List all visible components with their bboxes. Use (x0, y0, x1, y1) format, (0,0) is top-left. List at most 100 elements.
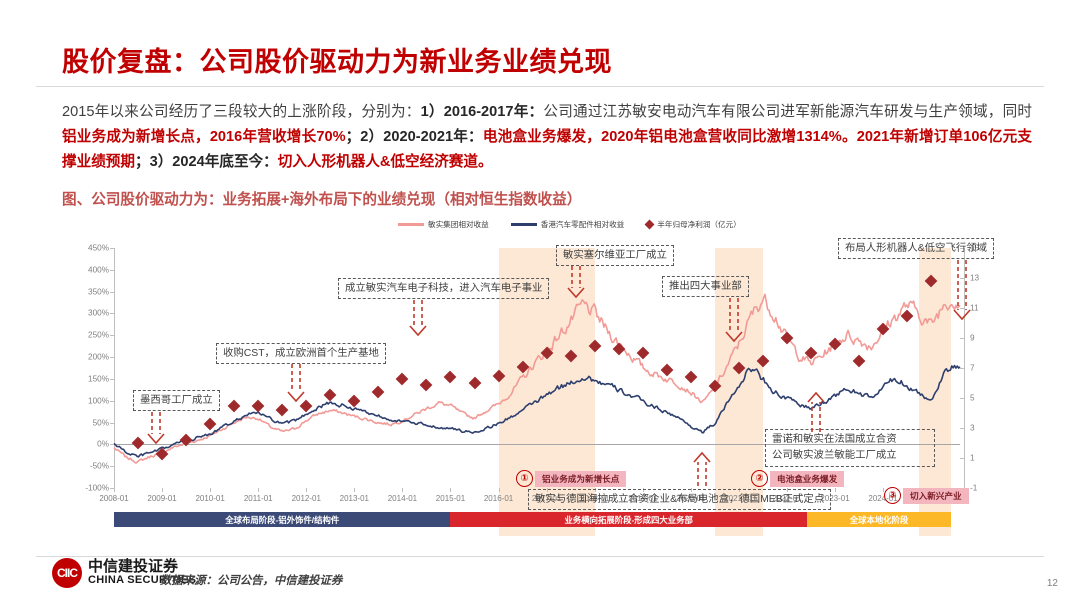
chart-legend: 敏实集团相对收益 香港汽车零配件相对收益 半年归母净利润（亿元） (398, 219, 741, 230)
x-axis-tick (738, 488, 740, 492)
x-axis-tick (498, 488, 500, 492)
series-line-1 (114, 366, 960, 457)
y-axis-right-label: -1 (970, 483, 978, 493)
y-axis-left-label: 350% (88, 287, 109, 297)
x-axis-tick (835, 488, 837, 492)
y-axis-right-tick (960, 248, 964, 249)
summary-stage1-label: 1）2016-2017年： (420, 104, 544, 120)
note-serbia: 敏实塞尔维亚工厂成立 (556, 245, 674, 266)
legend-item-0: 敏实集团相对收益 (398, 219, 489, 230)
logo-name-cn: 中信建投证券 (88, 558, 179, 575)
summary-stage3-label: ；3）2024年底至今： (134, 154, 278, 170)
summary-stage2-label: ；2）2020-2021年： (345, 129, 483, 145)
y-axis-left-label: 200% (88, 352, 109, 362)
phase-bar-group: 全球布局阶段-铝外饰件/结构件 业务横向拓展阶段-形成四大业务部 全球本地化阶段 (114, 512, 960, 527)
y-axis-right-tick (960, 278, 964, 279)
x-axis-label: 2023-01 (820, 494, 850, 503)
y-axis-left-tick (110, 313, 114, 315)
chart-caption: 图、公司股价驱动力为：业务拓展+海外布局下的业绩兑现（相对恒生指数收益） (62, 192, 582, 208)
note-mexico: 墨西哥工厂成立 (133, 390, 220, 411)
x-axis-tick (162, 488, 164, 492)
x-axis-label: 2010-01 (195, 494, 225, 503)
y-axis-right-tick (960, 398, 964, 399)
x-axis-label: 2024-01 (868, 494, 898, 503)
x-axis-label: 2017-01 (531, 494, 562, 503)
marker-circle-2: ② (751, 470, 768, 487)
x-axis-label: 2021-01 (724, 494, 754, 503)
y-axis-right-label: 13 (970, 273, 980, 283)
y-axis-right-label: 9 (970, 333, 975, 343)
y-axis-left-label: 250% (88, 330, 109, 340)
legend-label: 敏实集团相对收益 (428, 220, 489, 229)
note-electronics: 成立敏实汽车电子科技，进入汽车电子事业 (338, 278, 550, 299)
x-axis-tick (402, 488, 404, 492)
logo-name-en: CHINA SECURITIES (88, 574, 197, 586)
x-axis-label: 2016-01 (483, 494, 514, 503)
y-axis-left-label: 0% (97, 439, 109, 449)
ciic-logo-icon: CIIC (52, 558, 82, 588)
y-axis-left-tick (110, 269, 114, 271)
y-axis-left-tick (110, 335, 114, 337)
x-axis-label: 2015-01 (435, 494, 466, 503)
legend-line-icon (398, 223, 424, 226)
legend-label: 香港汽车零配件相对收益 (540, 220, 625, 229)
y-axis-left-label: -100% (85, 483, 109, 493)
x-axis-label: 2020-01 (676, 494, 706, 503)
footer-divider (36, 556, 1044, 557)
page-title: 股价复盘：公司股价驱动力为新业务业绩兑现 (62, 47, 612, 77)
phase-bar-1: 业务横向拓展阶段-形成四大业务部 (450, 512, 807, 527)
x-axis-label: 2008-01 (99, 494, 129, 503)
y-axis-left (114, 248, 115, 488)
x-axis-tick (594, 488, 596, 492)
x-axis-label: 2014-01 (387, 494, 418, 503)
y-axis-left-tick (110, 248, 114, 249)
legend-diamond-icon (644, 219, 655, 230)
y-axis-left-label: 50% (92, 418, 109, 428)
note-hella: 敏实与德国海拉成立合资企业&布局电池盒，德国MEB正式定点 (528, 489, 832, 510)
summary-paragraph: 2015年以来公司经历了三段较大的上涨阶段，分别为：1）2016-2017年：公… (62, 100, 1032, 175)
note-four-divisions: 推出四大事业部 (662, 276, 749, 297)
marker-circle-1: ① (516, 470, 533, 487)
badge-battery-box: 电池盒业务爆发 (770, 471, 845, 487)
summary-intro: 2015年以来公司经历了三段较大的上涨阶段，分别为： (62, 104, 421, 120)
x-axis-tick (546, 488, 548, 492)
phase-bar-0: 全球布局阶段-铝外饰件/结构件 (114, 512, 451, 527)
y-axis-left-tick (110, 444, 114, 446)
y-axis-right-label: 15 (970, 243, 980, 253)
x-axis-label: 2009-01 (147, 494, 177, 503)
note-cst: 收购CST，成立欧洲首个生产基地 (216, 343, 386, 364)
x-axis-tick (258, 488, 260, 492)
summary-stage1-text: 公司通过江苏敏安电动汽车有限公司进军新能源汽车研发与生产领域，同时 (543, 104, 1032, 120)
title-divider (36, 86, 1044, 87)
y-axis-right-tick (960, 338, 964, 339)
y-axis-right (964, 248, 965, 488)
company-logo: CIIC 中信建投证券 CHINA SECURITIES (52, 558, 196, 588)
x-axis-label: 2013-01 (339, 494, 370, 503)
series-curves (114, 248, 960, 488)
x-axis-tick (642, 488, 644, 492)
x-axis-tick (450, 488, 452, 492)
y-axis-left-label: 150% (88, 374, 109, 384)
summary-stage3-highlight: 切入人形机器人&低空经济赛道。 (277, 154, 493, 170)
y-axis-left-tick (110, 422, 114, 424)
y-axis-right-tick (960, 458, 964, 459)
y-axis-left-label: 450% (88, 243, 109, 253)
y-axis-right-tick (960, 368, 964, 369)
y-axis-left-tick (110, 291, 114, 293)
y-axis-left-label: 300% (88, 308, 109, 318)
y-axis-left-tick (110, 378, 114, 380)
x-axis-tick (306, 488, 308, 492)
y-axis-left-label: 400% (88, 265, 109, 275)
y-axis-left-tick (110, 357, 114, 359)
x-axis-tick (883, 488, 885, 492)
note-renault-line1: 雷诺和敏实在法国成立合资 (772, 434, 897, 445)
badge-new-industry: 切入新兴产业 (903, 488, 969, 504)
y-axis-right-label: 3 (970, 423, 975, 433)
y-axis-left-label: 100% (88, 396, 109, 406)
x-axis-label: 2011-01 (243, 494, 273, 503)
x-axis-tick (354, 488, 356, 492)
legend-item-1: 香港汽车零配件相对收益 (510, 219, 625, 230)
y-axis-right-tick (960, 308, 964, 309)
y-axis-left-label: -50% (89, 461, 109, 471)
x-axis-label: 2022-01 (772, 494, 802, 503)
